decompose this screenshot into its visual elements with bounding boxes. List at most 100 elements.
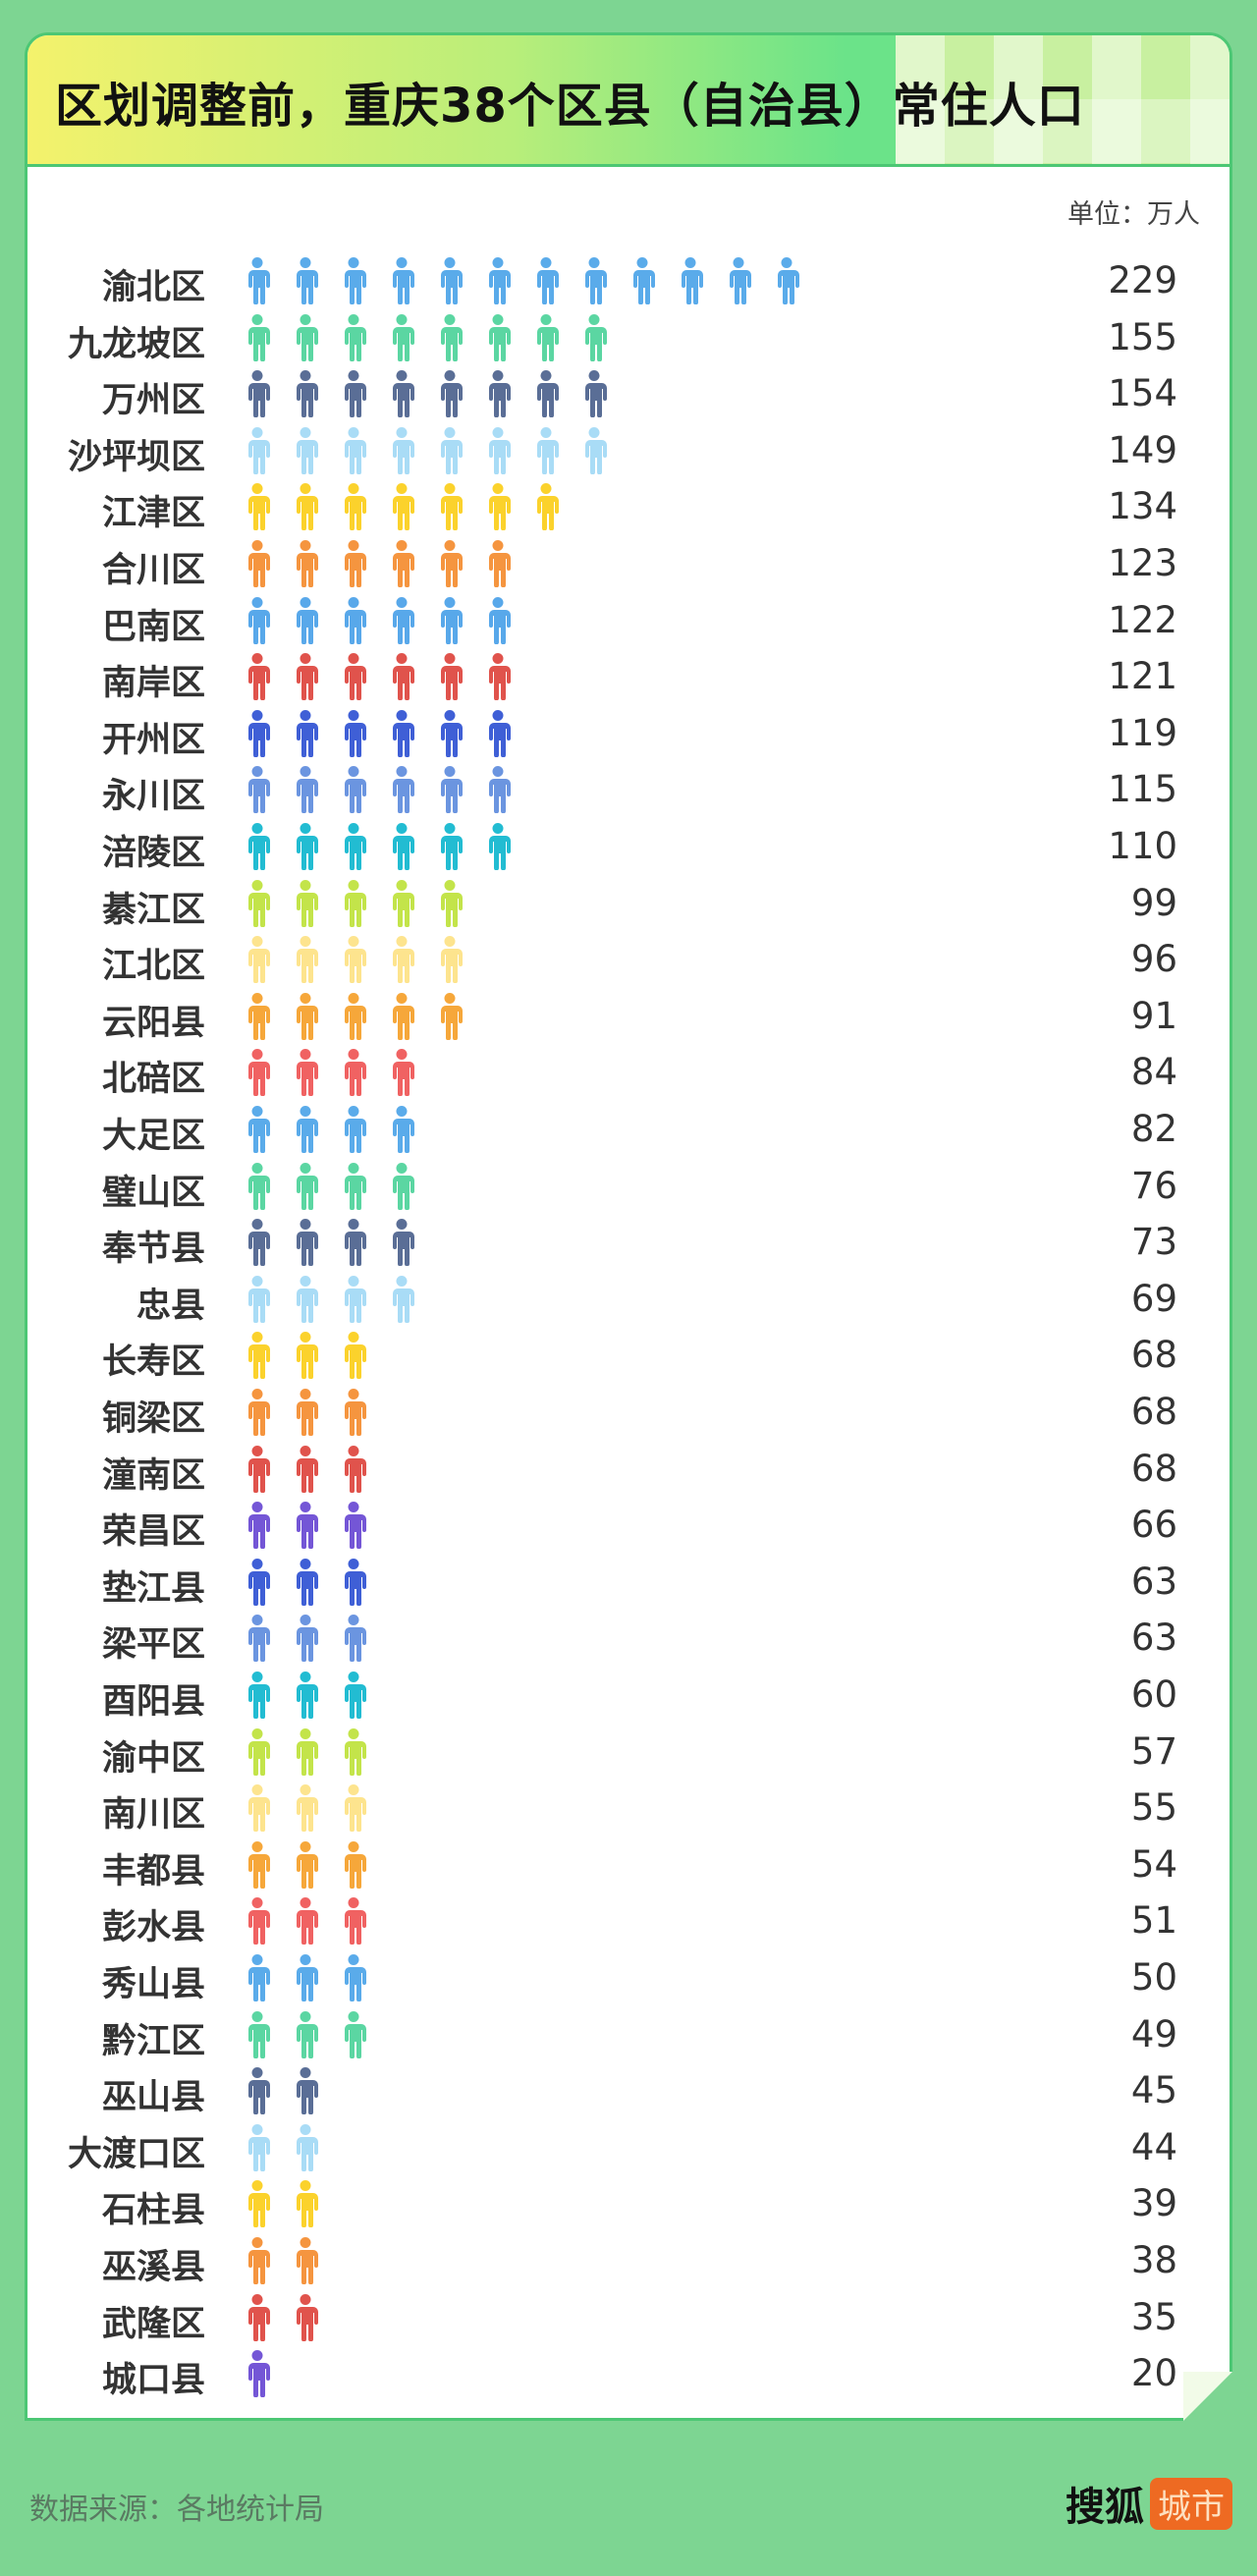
person-icon	[297, 1784, 318, 1833]
person-icon	[441, 540, 463, 587]
person-icon	[345, 426, 366, 474]
category-label: 长寿区	[101, 1343, 205, 1383]
person-icon	[248, 1049, 270, 1097]
person-icon	[345, 257, 366, 304]
category-label: 垫江县	[101, 1568, 205, 1609]
person-icon	[297, 709, 318, 757]
category-label: 丰都县	[101, 1851, 205, 1891]
category-label: 彭水县	[101, 1908, 205, 1948]
value-label: 49	[1130, 2012, 1177, 2055]
person-icon	[393, 709, 414, 757]
person-icon	[489, 313, 511, 361]
person-icon	[441, 257, 463, 304]
person-icon	[441, 879, 463, 927]
person-icon	[441, 709, 463, 757]
person-icon	[393, 370, 414, 418]
category-label: 忠县	[136, 1286, 205, 1326]
unit-label: 单位：万人	[1067, 199, 1200, 230]
person-icon	[248, 596, 270, 644]
person-icon	[297, 483, 318, 531]
person-icon	[297, 2123, 318, 2171]
value-label: 119	[1108, 711, 1177, 754]
category-label: 大足区	[101, 1117, 205, 1156]
category-label: 武隆区	[101, 2304, 205, 2344]
person-icon	[297, 1049, 318, 1097]
page-fold-decoration	[1183, 2372, 1232, 2421]
category-label: 南岸区	[101, 664, 205, 704]
person-icon	[345, 483, 366, 531]
person-icon	[297, 1162, 318, 1210]
person-icon	[345, 936, 366, 984]
person-icon	[489, 766, 511, 814]
person-icon	[489, 370, 511, 418]
person-icon	[393, 1219, 414, 1267]
logo-main-text: 搜狐	[1066, 2485, 1144, 2530]
person-icon	[345, 313, 366, 361]
person-icon	[297, 2010, 318, 2058]
person-icon	[345, 1954, 366, 2001]
person-icon	[489, 483, 511, 531]
pictogram-row: 荣昌区 66	[27, 1502, 1230, 1552]
person-icon	[345, 1275, 366, 1323]
person-icon	[297, 540, 318, 587]
pictogram-row: 潼南区 68	[27, 1445, 1230, 1496]
category-label: 秀山县	[101, 1965, 205, 2004]
person-icon	[248, 1615, 270, 1663]
person-icon	[345, 1049, 366, 1097]
person-icon	[345, 992, 366, 1040]
pictogram-row: 永川区 115	[27, 766, 1230, 817]
person-icon	[248, 1219, 270, 1267]
person-icon	[585, 370, 607, 418]
person-icon	[248, 1162, 270, 1210]
value-label: 122	[1108, 598, 1177, 641]
value-label: 68	[1130, 1334, 1177, 1377]
person-icon	[537, 426, 559, 474]
value-label: 134	[1108, 485, 1177, 528]
person-icon	[248, 2237, 270, 2284]
person-icon	[248, 1672, 270, 1719]
person-icon	[633, 257, 655, 304]
value-label: 66	[1130, 1504, 1177, 1547]
value-label: 121	[1108, 655, 1177, 698]
person-icon	[248, 2010, 270, 2058]
person-icon	[248, 1106, 270, 1153]
pictogram-row: 丰都县 54	[27, 1840, 1230, 1891]
chart-title: 区划调整前，重庆38个区县（自治县）常住人口	[55, 79, 1085, 134]
person-icon	[248, 1502, 270, 1550]
person-icon	[345, 1445, 366, 1493]
pictogram-row: 璧山区 76	[27, 1162, 1230, 1213]
value-label: 63	[1130, 1560, 1177, 1603]
person-icon	[248, 2180, 270, 2228]
person-icon	[441, 653, 463, 701]
person-icon	[441, 313, 463, 361]
category-label: 潼南区	[101, 1455, 205, 1496]
category-label: 渝北区	[101, 268, 205, 307]
person-icon	[441, 483, 463, 531]
person-icon	[441, 992, 463, 1040]
value-label: 99	[1130, 881, 1177, 924]
person-icon	[393, 1275, 414, 1323]
value-label: 123	[1108, 542, 1177, 584]
person-icon	[297, 1389, 318, 1436]
person-icon	[345, 1840, 366, 1889]
person-icon	[393, 1162, 414, 1210]
person-icon	[345, 1672, 366, 1719]
person-icon	[297, 1840, 318, 1889]
category-label: 永川区	[101, 777, 205, 817]
person-icon	[585, 313, 607, 361]
category-label: 巫山县	[101, 2078, 205, 2118]
value-label: 45	[1130, 2069, 1177, 2112]
pictogram-row: 巫溪县 38	[27, 2237, 1230, 2287]
person-icon	[248, 540, 270, 587]
person-icon	[345, 653, 366, 701]
person-icon	[441, 823, 463, 870]
person-icon	[248, 257, 270, 304]
pictogram-row: 忠县 69	[27, 1275, 1230, 1326]
value-label: 20	[1130, 2352, 1177, 2395]
person-icon	[393, 426, 414, 474]
value-label: 39	[1130, 2182, 1177, 2225]
person-icon	[297, 1332, 318, 1380]
category-label: 璧山区	[101, 1173, 205, 1213]
person-icon	[248, 2067, 270, 2115]
value-label: 96	[1130, 938, 1177, 981]
